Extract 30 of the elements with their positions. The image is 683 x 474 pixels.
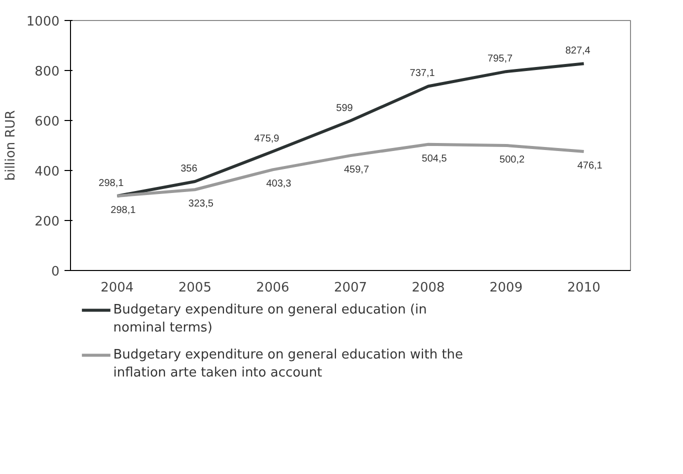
data-label: 298,1 [110,204,136,216]
data-label: 323,5 [188,198,214,210]
legend-label: Budgetary expenditure on general education (in nominal terms) [113,302,427,336]
data-label: 827,4 [565,46,591,57]
data-label: 795,7 [488,54,514,65]
data-label: 403,3 [266,178,292,190]
data-label: 504,5 [422,153,448,164]
y-tick-label: 800 [34,64,60,80]
y-tick-label: 200 [34,214,60,230]
x-tick-label: 2005 [178,280,212,296]
x-tick-label: 2008 [412,280,445,296]
y-tick-label: 0 [51,264,60,280]
y-tick-label: 1000 [26,14,60,30]
x-tick-label: 2007 [334,280,368,296]
data-label: 475,9 [254,134,280,145]
data-label: 500,2 [500,154,526,166]
x-tick-label: 2006 [256,280,290,296]
x-tick-label: 2004 [100,280,134,296]
x-tick-label: 2010 [567,280,600,296]
legend-label: Budgetary expenditure on general education with the inflation arte taken into account [113,347,464,380]
data-label: 599 [336,102,354,114]
data-label: 298,1 [98,178,124,189]
x-tick-label: 2009 [490,280,523,296]
data-label: 356 [180,164,198,174]
y-tick-label: 400 [34,164,60,180]
data-label: 737,1 [410,68,436,80]
y-tick-label: 600 [34,114,60,130]
data-label: 459,7 [344,164,370,176]
y-axis-title: billion RUR [3,110,18,181]
data-label: 476,1 [577,160,603,172]
